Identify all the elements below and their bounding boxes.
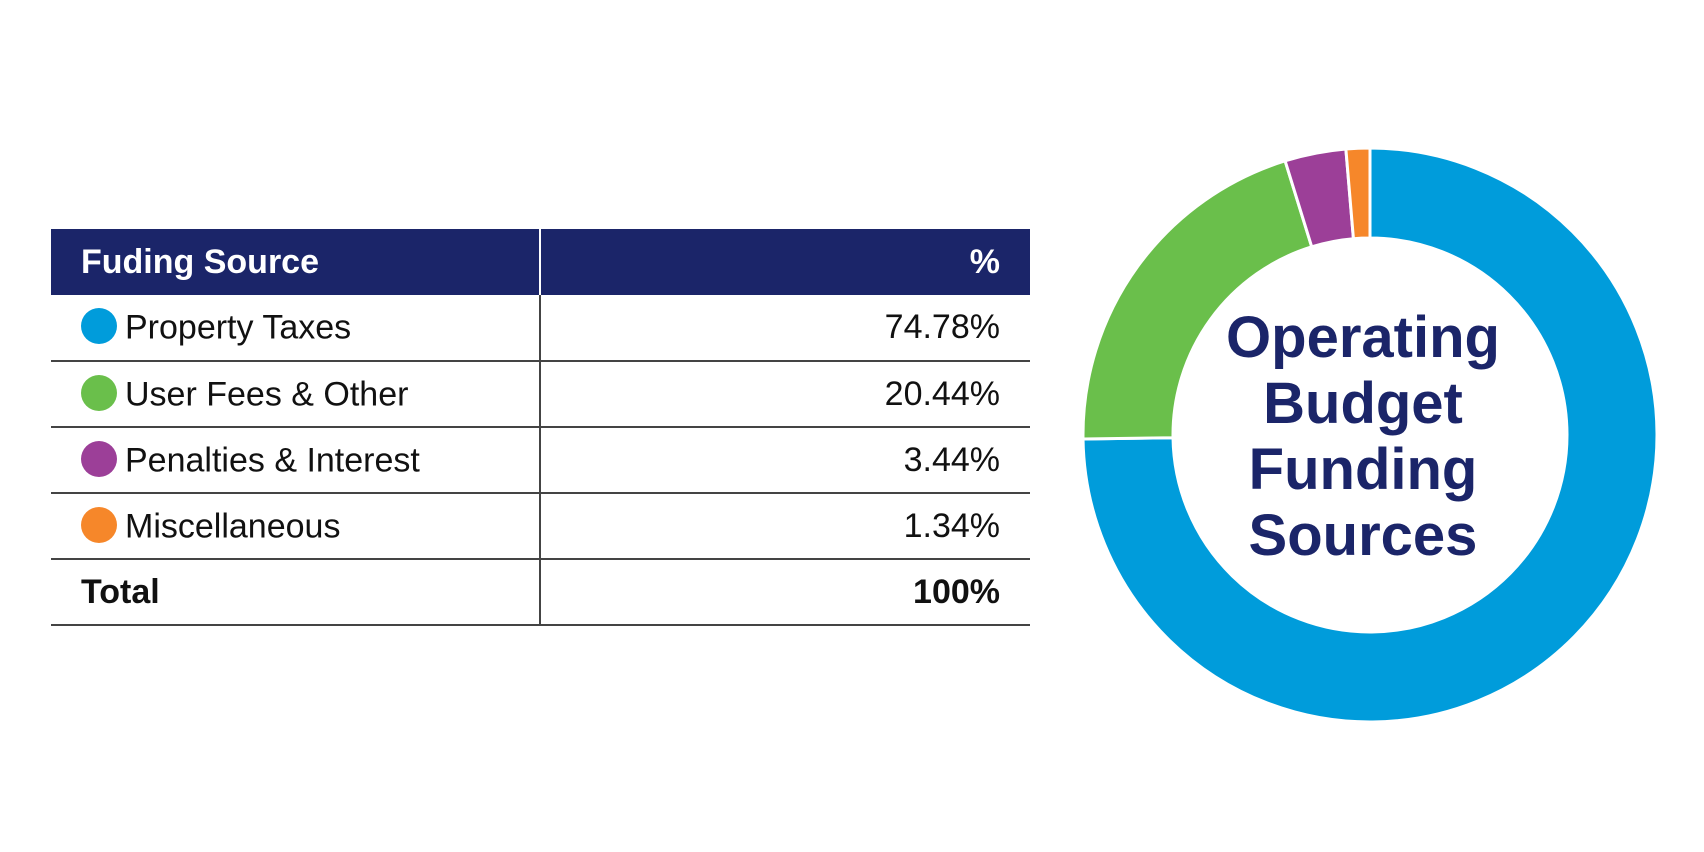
total-label: Total (51, 559, 541, 626)
percent-cell: 1.34% (540, 493, 1030, 560)
source-label: Penalties & Interest (125, 441, 420, 480)
percent-cell: 74.78% (540, 295, 1030, 362)
source-cell: User Fees & Other (51, 361, 541, 428)
table-row: Penalties & Interest 3.44% (51, 427, 1030, 494)
total-row: Total 100% (51, 559, 1030, 626)
title-line: Budget (1263, 371, 1463, 436)
source-label: User Fees & Other (125, 375, 409, 414)
legend-dot-icon (81, 506, 117, 543)
title-line: Operating (1226, 305, 1500, 370)
source-label: Miscellaneous (125, 507, 341, 546)
table-row: Miscellaneous 1.34% (51, 493, 1030, 560)
donut-chart (1081, 146, 1659, 724)
total-value: 100% (540, 559, 1030, 626)
table-row: Property Taxes 74.78% (51, 295, 1030, 362)
source-cell: Penalties & Interest (51, 427, 541, 494)
funding-sources-table: Fuding Source % Property Taxes 74.78% Us… (51, 229, 1030, 626)
header-percent: % (540, 229, 1030, 295)
table-header-row: Fuding Source % (51, 229, 1030, 295)
table-row: User Fees & Other 20.44% (51, 361, 1030, 428)
title-line: Sources (1248, 503, 1478, 568)
title-line: Funding (1248, 437, 1478, 502)
percent-cell: 20.44% (540, 361, 1030, 428)
header-funding-source: Fuding Source (51, 229, 541, 295)
legend-dot-icon (81, 374, 117, 411)
donut-slice (1081, 158, 1314, 441)
source-cell: Miscellaneous (51, 493, 541, 560)
donut-slice (1081, 146, 1659, 724)
percent-cell: 3.44% (540, 427, 1030, 494)
source-label: Property Taxes (125, 308, 352, 347)
legend-dot-icon (81, 440, 117, 477)
donut-slice (1344, 146, 1372, 241)
donut-center-title: Operating Budget Funding Sources (1163, 305, 1563, 569)
source-cell: Property Taxes (51, 295, 541, 362)
legend-dot-icon (81, 308, 117, 345)
